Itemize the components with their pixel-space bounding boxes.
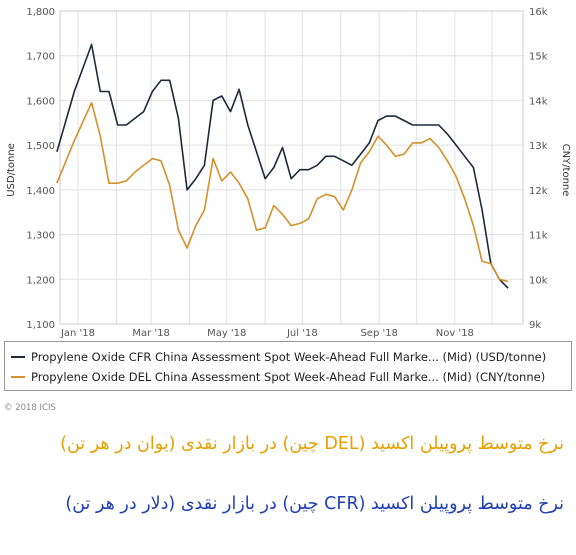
copyright: © 2018 ICIS bbox=[4, 403, 56, 413]
gridlines bbox=[59, 10, 524, 325]
x-tick-label: Jan '18 bbox=[60, 328, 95, 339]
y-right-axis-title: CNY/tonne bbox=[560, 144, 571, 197]
series-line-del[interactable] bbox=[56, 101, 509, 283]
x-tick-label: Mar '18 bbox=[132, 328, 170, 339]
x-tick-label: Sep '18 bbox=[360, 328, 398, 339]
y-right-tick-label: 15k bbox=[529, 52, 548, 63]
y-right-tick-label: 16k bbox=[529, 7, 548, 18]
series-lines bbox=[56, 43, 509, 289]
y-left-tick-label: 1,100 bbox=[26, 320, 55, 331]
y-left-tick-label: 1,800 bbox=[26, 7, 55, 18]
y-right-tick-label: 12k bbox=[529, 186, 548, 197]
y-left-tick-label: 1,200 bbox=[26, 275, 55, 286]
legend: Propylene Oxide CFR China Assessment Spo… bbox=[4, 341, 572, 391]
y-left-tick-label: 1,500 bbox=[26, 141, 55, 152]
y-left-tick-label: 1,600 bbox=[26, 96, 55, 107]
x-tick-label: May '18 bbox=[207, 328, 246, 339]
legend-item-del[interactable]: Propylene Oxide DEL China Assessment Spo… bbox=[11, 369, 545, 385]
plot-frame bbox=[59, 10, 524, 325]
caption-cfr: نرخ متوسط پروپیلن اکسید (CFR چین) در باز… bbox=[65, 494, 564, 514]
legend-swatch-del bbox=[11, 376, 25, 378]
x-tick-label: Jul '18 bbox=[286, 328, 318, 339]
y-left-axis-title: USD/tonne bbox=[6, 143, 17, 197]
y-left-tick-label: 1,300 bbox=[26, 231, 55, 242]
y-right-tick-label: 11k bbox=[529, 231, 548, 242]
tick-labels: 1,100 1,200 1,300 1,400 1,500 1,600 1,700 1,800… bbox=[26, 7, 547, 339]
legend-label-cfr: Propylene Oxide CFR China Assessment Spo… bbox=[31, 350, 547, 364]
chart: 1,100 1,200 1,300 1,400 1,500 1,600 1,700 1,800… bbox=[6, 7, 571, 339]
y-left-tick-label: 1,400 bbox=[26, 186, 55, 197]
legend-label-del: Propylene Oxide DEL China Assessment Spo… bbox=[31, 370, 546, 384]
series-line-cfr[interactable] bbox=[56, 43, 509, 289]
y-right-tick-label: 13k bbox=[529, 141, 548, 152]
caption-del: نرخ متوسط پروپیلن اکسید (DEL چین) در باز… bbox=[60, 434, 564, 454]
y-left-tick-label: 1,700 bbox=[26, 52, 55, 63]
legend-swatch-cfr bbox=[11, 356, 25, 358]
y-right-tick-label: 9k bbox=[529, 320, 541, 331]
y-right-tick-label: 14k bbox=[529, 96, 548, 107]
y-right-tick-label: 10k bbox=[529, 275, 548, 286]
x-tick-label: Nov '18 bbox=[436, 328, 474, 339]
legend-item-cfr[interactable]: Propylene Oxide CFR China Assessment Spo… bbox=[11, 349, 546, 365]
